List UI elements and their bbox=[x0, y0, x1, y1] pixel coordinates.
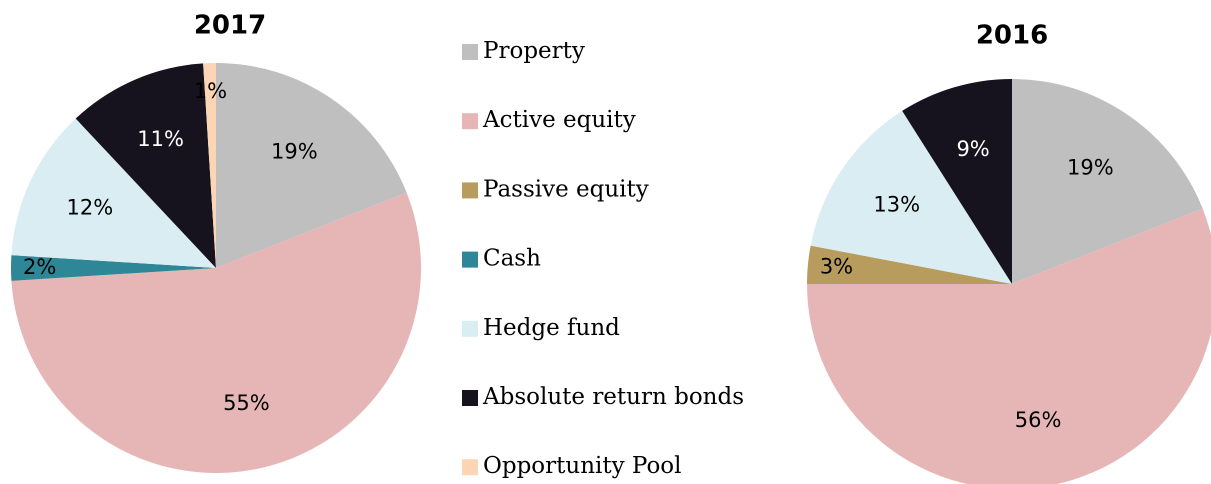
pie-slice bbox=[75, 63, 216, 268]
legend-swatch bbox=[462, 251, 478, 268]
legend-label: Cash bbox=[483, 246, 541, 272]
slice-label: 2% bbox=[23, 255, 56, 279]
slice-label: 19% bbox=[1067, 156, 1114, 180]
pie-slice bbox=[807, 208, 1211, 484]
chart-title: 2017 bbox=[194, 11, 266, 41]
legend-swatch bbox=[462, 113, 478, 130]
slice-label: 56% bbox=[1015, 408, 1062, 432]
legend-swatch bbox=[462, 320, 478, 337]
slice-label: 19% bbox=[271, 140, 318, 164]
pie-slice bbox=[11, 255, 217, 281]
legend-label: Opportunity Pool bbox=[483, 453, 682, 479]
legend-swatch bbox=[462, 44, 478, 60]
legend-swatch bbox=[462, 390, 478, 406]
slice-label: 1% bbox=[194, 79, 227, 103]
legend-label: Passive equity bbox=[483, 176, 649, 202]
slice-label: 9% bbox=[956, 137, 989, 161]
pie-slice bbox=[203, 63, 216, 268]
pie-slice bbox=[11, 118, 216, 268]
legend-label: Active equity bbox=[482, 107, 636, 133]
chart-title: 2016 bbox=[976, 21, 1048, 51]
slice-label: 11% bbox=[137, 127, 184, 151]
slice-label: 12% bbox=[67, 196, 114, 220]
pie-slice bbox=[216, 63, 407, 268]
slice-label: 3% bbox=[820, 254, 853, 278]
pie-slice bbox=[807, 245, 1012, 284]
legend-label: Absolute return bonds bbox=[482, 384, 744, 410]
slice-label: 13% bbox=[873, 193, 920, 217]
pie-slice bbox=[1012, 79, 1203, 284]
pie-slice bbox=[810, 110, 1012, 284]
slice-label: 55% bbox=[223, 391, 270, 415]
legend-swatch bbox=[462, 459, 478, 476]
legend-label: Hedge fund bbox=[483, 315, 620, 341]
pie-slice bbox=[902, 79, 1012, 284]
legend-swatch bbox=[462, 182, 478, 199]
pie-slice bbox=[11, 192, 422, 473]
legend-label: Property bbox=[483, 38, 585, 64]
